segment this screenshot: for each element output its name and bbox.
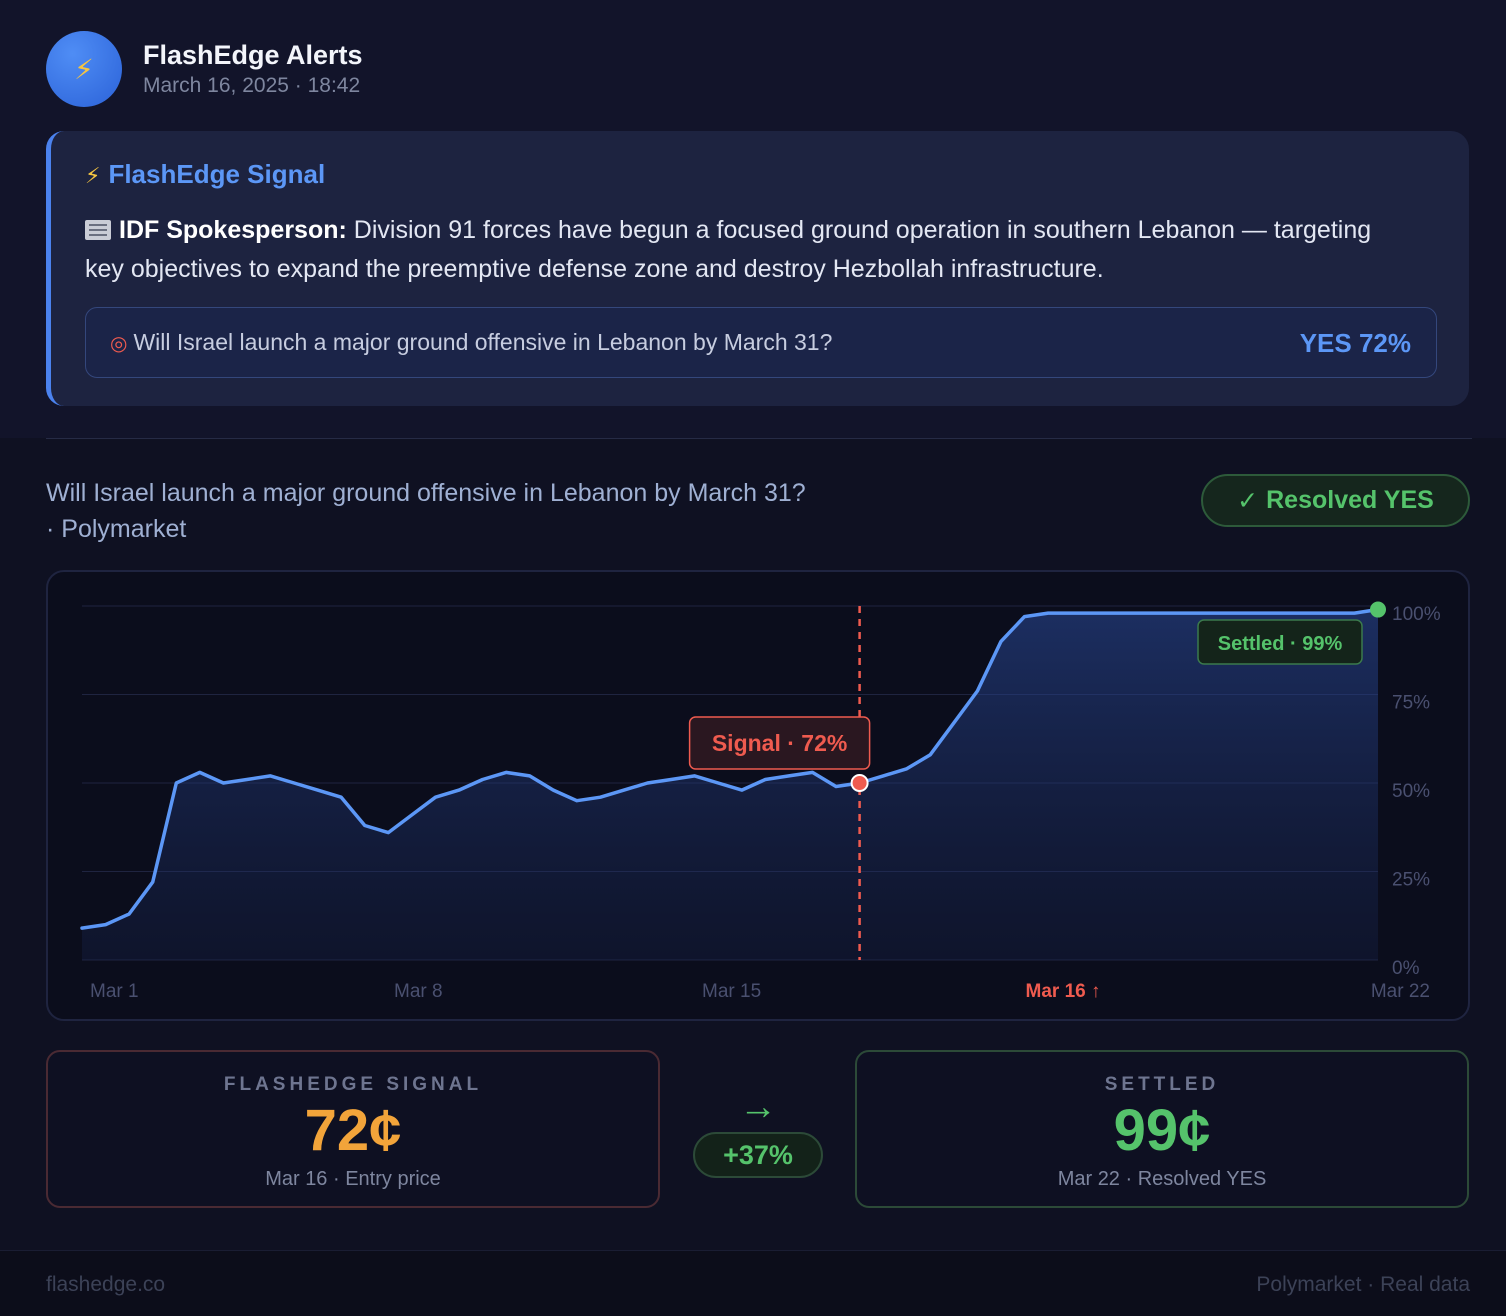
signal-annotation-box [688, 716, 871, 770]
status-badge: ✓ Resolved YES [1201, 474, 1470, 527]
header-text: FlashEdge Alerts March 16, 2025 · 18:42 [143, 40, 363, 98]
divider [46, 438, 1472, 439]
settled-annotation-label: Settled · 99% [1218, 633, 1343, 655]
signal-stat-label: FLASHEDGE SIGNAL [223, 1074, 483, 1095]
settled-stat-label: SETTLED [1104, 1074, 1220, 1095]
settled-stat-value: 99¢ [1113, 1098, 1211, 1163]
newspaper-icon [85, 220, 111, 240]
y-tick-label: 50% [1392, 781, 1430, 802]
signal-stat-card: FLASHEDGE SIGNAL 72¢ Mar 16 · Entry pric… [46, 1050, 660, 1208]
area-fill [82, 609, 1378, 960]
x-tick-label: Mar 1 [90, 981, 139, 1002]
footer-source: Polymarket · Real data [1256, 1273, 1470, 1296]
avatar[interactable]: ⚡ [46, 31, 122, 107]
settled-annotation-box [1197, 619, 1363, 665]
settled-stat-sub: Mar 22 · Resolved YES [1057, 1168, 1267, 1190]
target-icon: ◎ [110, 333, 128, 355]
arrow-right-icon: → [739, 1086, 777, 1128]
signal-stat-value: 72¢ [304, 1098, 402, 1163]
lightning-bolt-icon: ⚡ [74, 53, 94, 85]
market-source: · Polymarket [46, 515, 187, 543]
price-chart: 100% 75% 50% 25% 0% Mar 1 Mar 8 Mar 15 Mar 16 ↑ M… [46, 570, 1470, 1021]
market-link[interactable]: ◎ Will Israel launch a major ground offen… [85, 307, 1437, 378]
footer-link[interactable]: flashedge.co [46, 1273, 166, 1296]
settled-stat-card: SETTLED 99¢ Mar 22 · Resolved YES [855, 1050, 1469, 1208]
x-tick-label: Mar 22 [1371, 981, 1430, 1002]
signal-stat-sub: Mar 16 · Entry price [265, 1168, 441, 1190]
lightning-bolt-icon: ⚡ [85, 163, 101, 188]
y-tick-label: 0% [1392, 958, 1420, 979]
post-timestamp: March 16, 2025 · 18:42 [143, 74, 361, 98]
check-icon: ✓ [1237, 486, 1259, 515]
series-line [80, 607, 1380, 930]
x-tick-label: Mar 8 [394, 981, 443, 1002]
status-badge-label: Resolved YES [1266, 486, 1434, 514]
app-name[interactable]: FlashEdge Alerts [143, 39, 363, 70]
post-header: ⚡ FlashEdge Alerts March 16, 2025 · 18:4… [46, 31, 363, 107]
market-odds: YES 72% [1299, 328, 1411, 358]
signal-body: IDF Spokesperson: Division 91 forces hav… [85, 211, 1415, 289]
signal-title: ⚡ FlashEdge Signal [85, 159, 325, 190]
market-title: Will Israel launch a major ground offens… [46, 479, 806, 507]
chart-title: Will Israel launch a major ground offens… [46, 475, 926, 547]
gain-badge: +37% [693, 1132, 823, 1178]
x-tick-label: Mar 15 [702, 981, 761, 1002]
market-question-text: Will Israel launch a major ground offens… [133, 329, 833, 355]
y-tick-label: 100% [1392, 604, 1441, 625]
market-question: ◎ Will Israel launch a major ground offen… [110, 329, 832, 356]
signal-text: Division 91 forces have begun a focused … [85, 216, 1372, 283]
y-tick-label: 25% [1392, 870, 1430, 891]
footer: flashedge.co Polymarket · Real data [0, 1250, 1506, 1316]
signal-annotation-label: Signal · 72% [712, 730, 847, 756]
chart-svg: 100% 75% 50% 25% 0% Mar 1 Mar 8 Mar 15 Mar 16 ↑ M… [80, 601, 1441, 1002]
y-tick-label: 75% [1392, 693, 1430, 714]
x-tick-label-highlight: Mar 16 ↑ [1026, 981, 1101, 1002]
signal-speaker: IDF Spokesperson: [119, 216, 347, 244]
signal-card: ⚡ FlashEdge Signal IDF Spokesperson: Divi… [46, 131, 1469, 406]
signal-title-text: FlashEdge Signal [108, 159, 326, 189]
settled-point [1370, 601, 1386, 618]
signal-point [850, 774, 869, 792]
